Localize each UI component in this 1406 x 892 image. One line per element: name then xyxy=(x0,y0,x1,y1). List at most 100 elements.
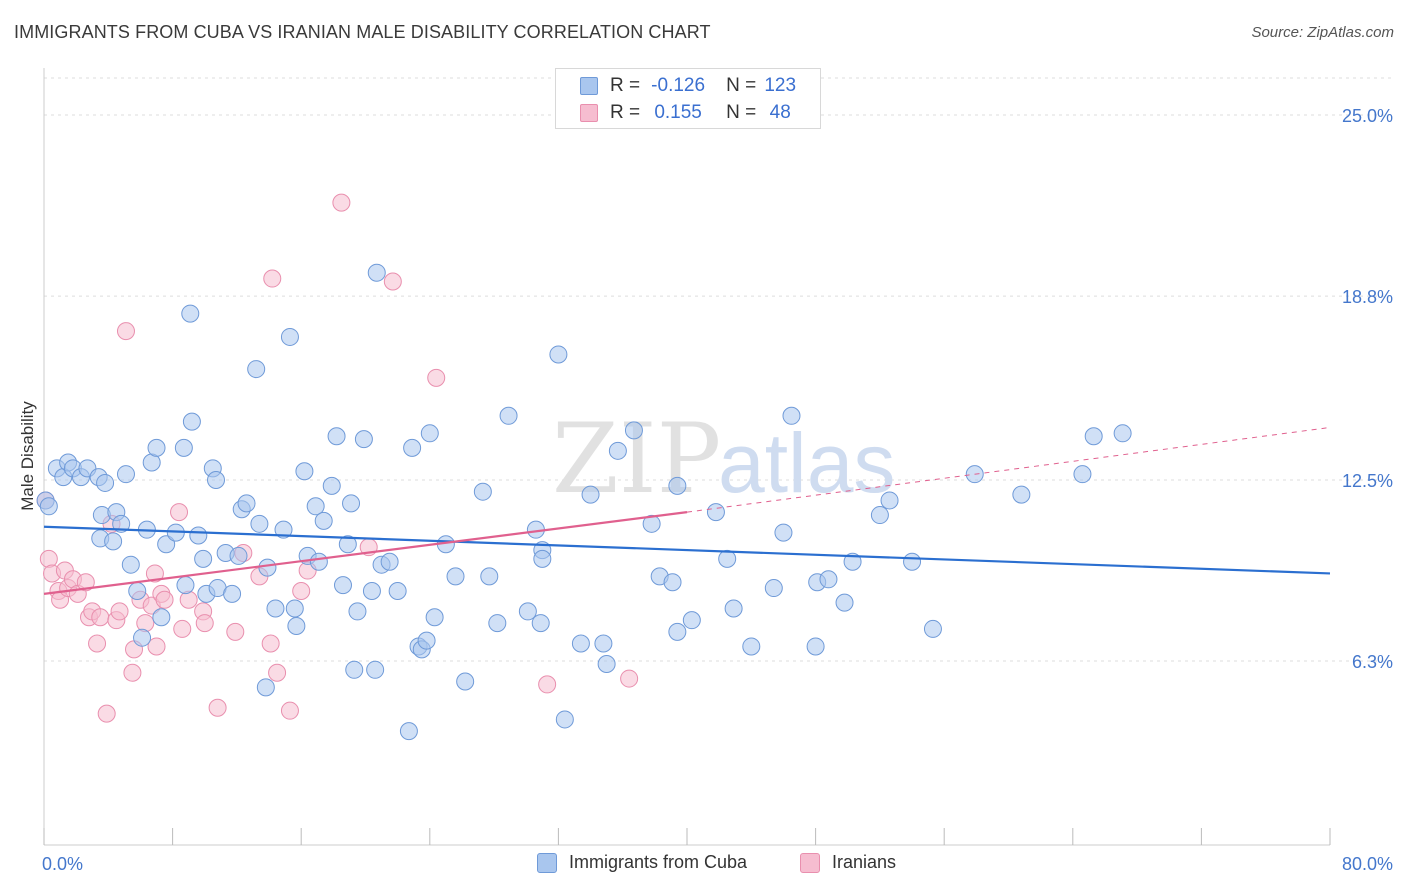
point-cuba xyxy=(285,599,304,618)
point-cuba xyxy=(174,438,193,457)
point-cuba xyxy=(597,654,616,673)
point-iranians xyxy=(39,549,58,568)
legend-n-value-iranians: 48 xyxy=(769,102,791,123)
y-tick-label: 25.0% xyxy=(1342,106,1393,126)
point-cuba xyxy=(903,552,922,571)
point-cuba xyxy=(663,573,682,592)
point-cuba xyxy=(403,438,422,457)
point-cuba xyxy=(668,622,687,641)
x-ticks xyxy=(43,828,1331,845)
legend-item-iranians: Iranians xyxy=(800,852,896,873)
point-cuba xyxy=(147,438,166,457)
point-cuba xyxy=(581,485,600,504)
legend-n-label: N = xyxy=(726,75,757,96)
point-cuba xyxy=(250,514,269,533)
point-iranians xyxy=(97,704,116,723)
point-cuba xyxy=(718,549,737,568)
point-cuba xyxy=(223,584,242,603)
point-cuba xyxy=(121,555,140,574)
point-cuba xyxy=(682,611,701,630)
point-cuba xyxy=(345,660,364,679)
legend-r-value-iranians: 0.155 xyxy=(654,102,702,123)
legend-r-label: R = xyxy=(610,75,641,96)
point-cuba xyxy=(420,424,439,443)
legend-r-value-cuba: -0.126 xyxy=(651,75,706,96)
trendlines xyxy=(43,426,1331,595)
point-cuba xyxy=(287,617,306,636)
point-cuba xyxy=(764,579,783,598)
point-cuba xyxy=(399,722,418,741)
point-iranians xyxy=(280,701,299,720)
point-cuba xyxy=(338,535,357,554)
point-cuba xyxy=(624,421,643,440)
point-cuba xyxy=(480,567,499,586)
point-cuba xyxy=(880,491,899,510)
y-tick-labels: 6.3% 12.5% 18.8% 25.0% xyxy=(1342,106,1393,672)
point-cuba xyxy=(322,476,341,495)
point-cuba xyxy=(256,678,275,697)
point-iranians xyxy=(538,675,557,694)
trendline-iranians xyxy=(43,511,688,595)
gridlines xyxy=(44,77,1392,662)
point-cuba xyxy=(295,462,314,481)
point-cuba xyxy=(207,471,226,490)
point-cuba xyxy=(1012,485,1031,504)
point-cuba xyxy=(327,427,346,446)
point-cuba xyxy=(819,570,838,589)
trendline-cuba xyxy=(43,525,1331,575)
point-iranians xyxy=(195,614,214,633)
legend-label-cuba: Immigrants from Cuba xyxy=(569,852,748,872)
point-cuba xyxy=(923,619,942,638)
point-cuba xyxy=(189,526,208,545)
point-cuba xyxy=(1073,465,1092,484)
point-iranians xyxy=(268,663,287,682)
legend-swatch-cuba xyxy=(580,77,598,95)
x-tick-label-max: 80.0% xyxy=(1342,854,1393,874)
point-cuba xyxy=(362,581,381,600)
watermark-zip: ZIP xyxy=(552,403,721,515)
point-iranians xyxy=(179,590,198,609)
point-cuba xyxy=(642,514,661,533)
point-cuba xyxy=(176,576,195,595)
point-cuba xyxy=(274,520,293,539)
legend-row-iranians: R = 0.155 N = 48 xyxy=(580,100,804,126)
point-cuba xyxy=(549,345,568,364)
point-iranians xyxy=(226,622,245,641)
point-cuba xyxy=(104,532,123,551)
point-cuba xyxy=(456,672,475,691)
point-cuba xyxy=(280,327,299,346)
point-cuba xyxy=(380,552,399,571)
point-cuba xyxy=(152,608,171,627)
point-cuba xyxy=(157,535,176,554)
legend-r-label: R = xyxy=(610,102,641,123)
point-iranians xyxy=(173,619,192,638)
point-iranians xyxy=(91,608,110,627)
point-cuba xyxy=(488,614,507,633)
point-cuba xyxy=(366,660,385,679)
trendline-iranians-extension xyxy=(686,426,1331,513)
point-cuba xyxy=(39,497,58,516)
point-iranians xyxy=(155,590,174,609)
point-cuba xyxy=(1084,427,1103,446)
point-cuba xyxy=(333,576,352,595)
point-iranians xyxy=(88,634,107,653)
point-iranians xyxy=(292,581,311,600)
series-iranians-points xyxy=(36,193,639,723)
point-cuba xyxy=(668,476,687,495)
point-cuba xyxy=(237,494,256,513)
point-cuba xyxy=(348,602,367,621)
point-cuba xyxy=(181,304,200,323)
point-cuba xyxy=(266,599,285,618)
correlation-legend: R = -0.126 N = 123 R = 0.155 N = 48 xyxy=(555,68,821,129)
point-iranians xyxy=(147,637,166,656)
point-iranians xyxy=(123,663,142,682)
legend-swatch-cuba xyxy=(537,852,557,873)
legend-swatch-iranians xyxy=(800,852,820,873)
point-cuba xyxy=(571,634,590,653)
point-cuba xyxy=(417,631,436,650)
point-cuba xyxy=(194,549,213,568)
point-cuba xyxy=(742,637,761,656)
point-iranians xyxy=(208,698,227,717)
point-iranians xyxy=(116,322,135,341)
point-cuba xyxy=(116,465,135,484)
